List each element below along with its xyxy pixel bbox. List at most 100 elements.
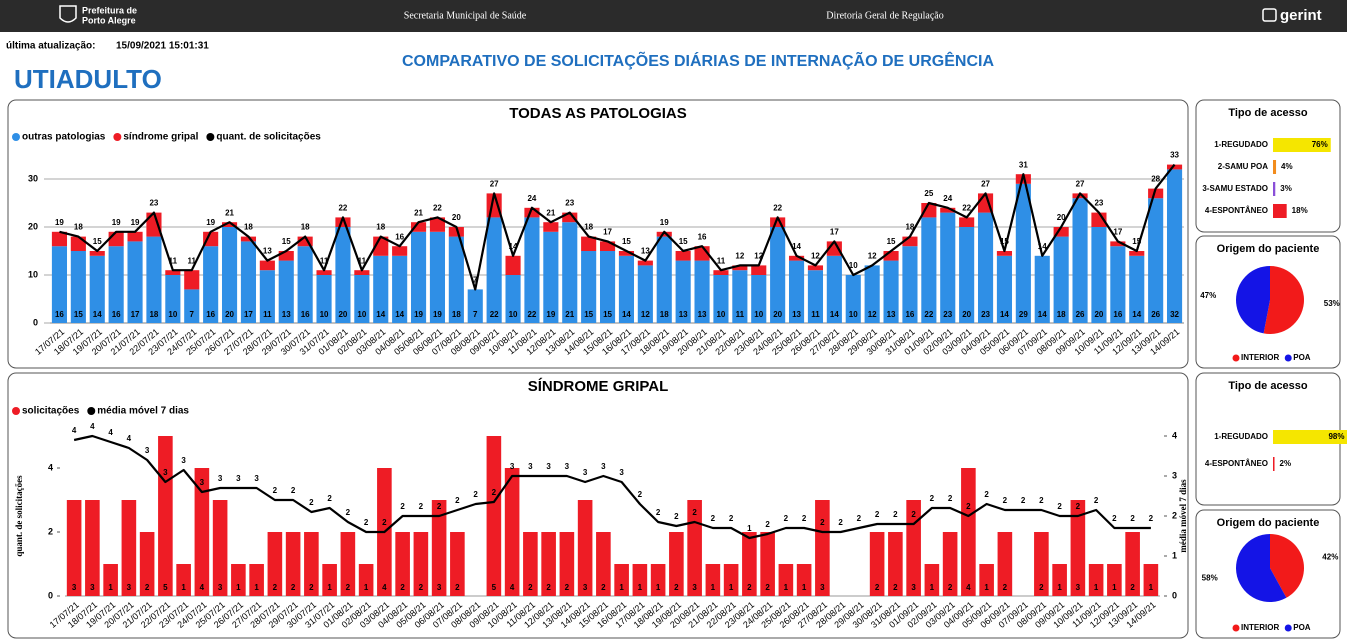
line-value-label: 2 (419, 502, 424, 511)
bar-value-label: 19 (414, 310, 423, 319)
line-value-label: 33 (1170, 151, 1179, 160)
bar (523, 532, 538, 596)
bar (650, 564, 666, 596)
bar (127, 231, 143, 242)
bar-value-label: 1 (1149, 583, 1154, 592)
legend-label: solicitações (22, 406, 80, 417)
bar-value-label: 2 (346, 583, 351, 592)
line-value-label: 12 (811, 252, 820, 261)
line-value-label: 2 (1076, 502, 1081, 511)
line-value-label: 2 (692, 508, 697, 517)
bar-value-label: 19 (546, 310, 555, 319)
bar-value-label: 1 (364, 583, 369, 592)
bar (581, 251, 597, 323)
bar (184, 270, 200, 290)
bar (504, 468, 520, 596)
line-value-label: 27 (981, 180, 990, 189)
line-value-label: 15 (282, 237, 291, 246)
line-value-label: 2 (765, 520, 770, 529)
bar (1129, 251, 1145, 256)
line-value-label: 2 (875, 510, 880, 519)
bar (694, 260, 710, 323)
bar-value-label: 22 (924, 310, 933, 319)
bar (127, 241, 143, 323)
bar (845, 275, 861, 323)
bar (656, 231, 672, 237)
bar-value-label: 4 (966, 583, 971, 592)
bar (979, 564, 994, 596)
line-value-label: 1 (747, 524, 752, 533)
bar-value-label: 15 (74, 310, 83, 319)
bar (614, 564, 629, 596)
bar-value-label: 17 (131, 310, 140, 319)
bar-value-label: 13 (698, 310, 707, 319)
brand: gerint (1280, 7, 1322, 24)
bar-value-label: 3% (1280, 184, 1292, 193)
bar-value-label: 1 (254, 583, 259, 592)
bar (429, 231, 446, 323)
bar-value-label: 7 (190, 310, 195, 319)
bar (921, 203, 937, 218)
bar (70, 251, 86, 323)
bar (448, 236, 464, 323)
line-value-label: 2 (437, 502, 442, 511)
line-value-label: 2 (1039, 496, 1044, 505)
bar (146, 236, 162, 323)
bar (675, 251, 691, 261)
bar (158, 436, 173, 596)
bar-value-label: 14 (1132, 310, 1141, 319)
bar-value-label: 2 (674, 583, 679, 592)
bar (1091, 227, 1107, 323)
line-value-label: 2 (911, 510, 916, 519)
line-value-label: 2 (838, 518, 843, 527)
line-value-label: 21 (414, 208, 423, 217)
bar (1125, 532, 1140, 596)
pie-slice (1236, 266, 1270, 334)
line-value-label: 2 (930, 494, 935, 503)
bar-value-label: 20 (225, 310, 234, 319)
bar-value-label: 10 (754, 310, 763, 319)
line-value-label: 2 (400, 502, 405, 511)
bar (770, 227, 786, 323)
line-value-label: 14 (509, 242, 518, 251)
line-value-label: 4 (108, 428, 113, 437)
y2-tick-label: 2 (1172, 510, 1177, 520)
bar (486, 217, 502, 323)
chart-title: SÍNDROME GRIPAL (528, 378, 669, 395)
bar (203, 231, 219, 247)
line-value-label: 15 (679, 237, 688, 246)
panel-title: Origem do paciente (1217, 243, 1320, 255)
bar-value-label: 2 (747, 583, 752, 592)
line-value-label: 4 (72, 426, 77, 435)
line-value-label: 19 (660, 218, 669, 227)
bar-value-label: 2 (948, 583, 953, 592)
bar (713, 275, 729, 323)
line-value-label: 18 (244, 223, 253, 232)
bar (221, 227, 238, 323)
legend-label: INTERIOR (1241, 353, 1279, 362)
bar-value-label: 2 (875, 583, 880, 592)
bar-value-label: 4% (1281, 162, 1293, 171)
line-value-label: 16 (698, 232, 707, 241)
bar (231, 564, 246, 596)
bar (705, 564, 721, 596)
bar (259, 270, 275, 323)
bar-value-label: 1 (181, 583, 186, 592)
line-value-label: 17 (830, 228, 839, 237)
bar (632, 564, 648, 596)
bar (103, 564, 118, 596)
line-value-label: 2 (492, 488, 497, 497)
line-value-label: 19 (112, 218, 121, 227)
bar (340, 532, 356, 596)
bar (259, 260, 275, 271)
bar (354, 275, 370, 323)
bar (942, 532, 958, 596)
bar (977, 212, 994, 323)
unit-title: UTIADULTO (14, 64, 162, 94)
bar (267, 532, 283, 596)
bar-value-label: 1 (729, 583, 734, 592)
category-label: 4-ESPONTÂNEO (1205, 206, 1268, 215)
line-series (59, 163, 1176, 291)
bar (1273, 160, 1277, 174)
bar-value-label: 11 (263, 310, 272, 319)
